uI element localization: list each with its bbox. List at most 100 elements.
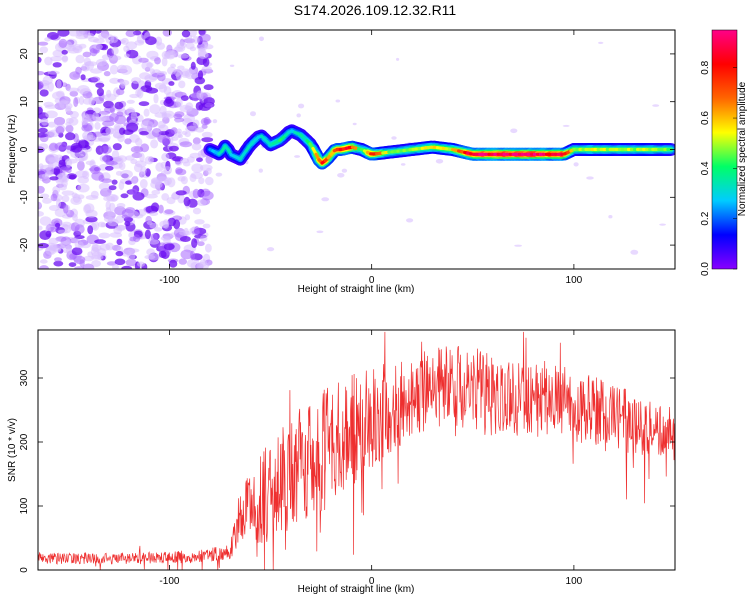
heatmap-noise-blob: [178, 258, 187, 265]
heatmap-noise-blob: [189, 250, 196, 261]
heatmap-noise-blob: [151, 128, 162, 138]
colorbar-label: Normalized spectral amplitude: [737, 81, 748, 216]
heatmap-noise-blob: [47, 121, 56, 128]
heatmap-noise-blob: [184, 214, 191, 221]
heatmap-noise-blob: [77, 183, 90, 193]
heatmap-noise-blob: [192, 119, 200, 128]
heatmap-noise-blob: [138, 57, 149, 63]
heatmap-noise-blob: [105, 161, 118, 166]
heatmap-noise-blob: [183, 196, 191, 207]
heatmap-noise-blob: [87, 225, 94, 235]
heatmap-noise-blob: [144, 156, 154, 165]
heatmap-noise-blob: [140, 120, 154, 130]
heatmap-noise-blob: [103, 93, 117, 102]
heatmap-noise-blob: [158, 84, 168, 93]
heatmap-noise-blob: [162, 136, 171, 146]
heatmap-noise-blob: [116, 203, 126, 208]
heatmap-noise-blob: [50, 56, 63, 62]
heatmap-noise-blob: [77, 176, 89, 184]
heatmap-noise-blob: [298, 103, 305, 109]
heatmap-noise-blob: [162, 219, 170, 229]
colorbar-tick-label: 0.4: [700, 161, 711, 175]
heatmap-y-tick-label: -10: [19, 190, 30, 205]
heatmap-noise-blob: [175, 44, 186, 53]
heatmap-noise-blob: [131, 77, 142, 84]
colorbar-gradient: [712, 30, 737, 269]
heatmap-noise-blob: [119, 127, 126, 135]
colorbar-tick-label: 0.6: [700, 111, 711, 125]
heatmap-noise-blob: [111, 150, 120, 160]
heatmap-noise-blob: [79, 259, 85, 267]
heatmap-noise-blob: [149, 68, 155, 75]
heatmap-noise-blob: [191, 163, 204, 173]
heatmap-noise-blob: [659, 223, 666, 226]
heatmap-noise-blob: [109, 105, 116, 114]
heatmap-noise-blob: [44, 37, 51, 42]
snr-y-tick-label: 300: [19, 369, 30, 386]
heatmap-noise-blob: [108, 185, 117, 191]
heatmap-noise-blob: [146, 50, 159, 60]
heatmap-noise-blob: [201, 124, 208, 129]
heatmap-noise-blob: [103, 195, 115, 202]
heatmap-noise-blob: [212, 119, 218, 124]
heatmap-noise-blob: [40, 118, 49, 126]
heatmap-noise-blob: [130, 145, 144, 154]
heatmap-noise-blob: [65, 247, 72, 254]
heatmap-noise-blob: [75, 170, 88, 178]
heatmap-noise-blob: [82, 51, 92, 58]
heatmap-noise-blob: [38, 132, 48, 138]
heatmap-noise-blob: [45, 230, 52, 238]
heatmap-noise-blob: [294, 155, 301, 158]
heatmap-noise-blob: [92, 96, 105, 104]
heatmap-noise-blob: [177, 53, 190, 59]
heatmap-noise-blob: [55, 222, 61, 228]
heatmap-noise-blob: [166, 50, 179, 55]
snr-frame: [37, 329, 676, 571]
heatmap-noise-blob: [352, 122, 357, 126]
heatmap-noise-blob: [586, 176, 594, 180]
heatmap-noise-blob: [54, 257, 62, 262]
heatmap-noise-blob: [198, 177, 205, 185]
heatmap-noise-blob: [205, 155, 213, 164]
heatmap-noise-blob: [150, 180, 163, 189]
heatmap-noise-blob: [139, 131, 149, 136]
heatmap-noise-blob: [77, 160, 85, 171]
heatmap-noise-blob: [191, 230, 201, 235]
heatmap-noise-blob: [38, 41, 49, 46]
heatmap-noise-blob: [65, 239, 72, 246]
heatmap-noise-blob: [92, 111, 99, 121]
heatmap-noise-blob: [146, 220, 153, 226]
heatmap-noise-blob: [121, 208, 135, 218]
heatmap-noise-blob: [111, 179, 118, 185]
heatmap-noise-blob: [70, 142, 83, 153]
heatmap-y-axis-title: Frequency (Hz): [7, 115, 18, 184]
heatmap-noise-blob: [163, 243, 175, 251]
snr-background: [38, 330, 675, 570]
heatmap-noise-blob: [180, 95, 189, 101]
heatmap-noise-blob: [119, 169, 133, 179]
heatmap-noise-blob: [56, 90, 65, 98]
heatmap-noise-blob: [168, 145, 179, 152]
heatmap-noise-blob: [598, 41, 604, 45]
heatmap-noise-blob: [72, 213, 78, 222]
heatmap-noise-blob: [75, 54, 85, 64]
heatmap-noise-blob: [158, 204, 164, 214]
heatmap-noise-blob: [258, 168, 263, 173]
heatmap-noise-blob: [608, 215, 613, 219]
heatmap-noise-blob: [174, 119, 181, 123]
heatmap-noise-blob: [140, 85, 153, 93]
heatmap-noise-blob: [180, 157, 190, 164]
heatmap-noise-blob: [66, 173, 78, 180]
heatmap-noise-blob: [197, 47, 207, 57]
heatmap-noise-blob: [112, 264, 119, 269]
heatmap-noise-blob: [201, 137, 214, 143]
heatmap-noise-blob: [80, 74, 86, 81]
heatmap-noise-blob: [199, 33, 211, 43]
heatmap-x-axis-title: Height of straight line (km): [298, 284, 415, 295]
heatmap-noise-blob: [186, 156, 195, 163]
heatmap-noise-blob: [90, 76, 101, 82]
heatmap-noise-blob: [127, 248, 140, 253]
heatmap-noise-blob: [161, 113, 172, 118]
